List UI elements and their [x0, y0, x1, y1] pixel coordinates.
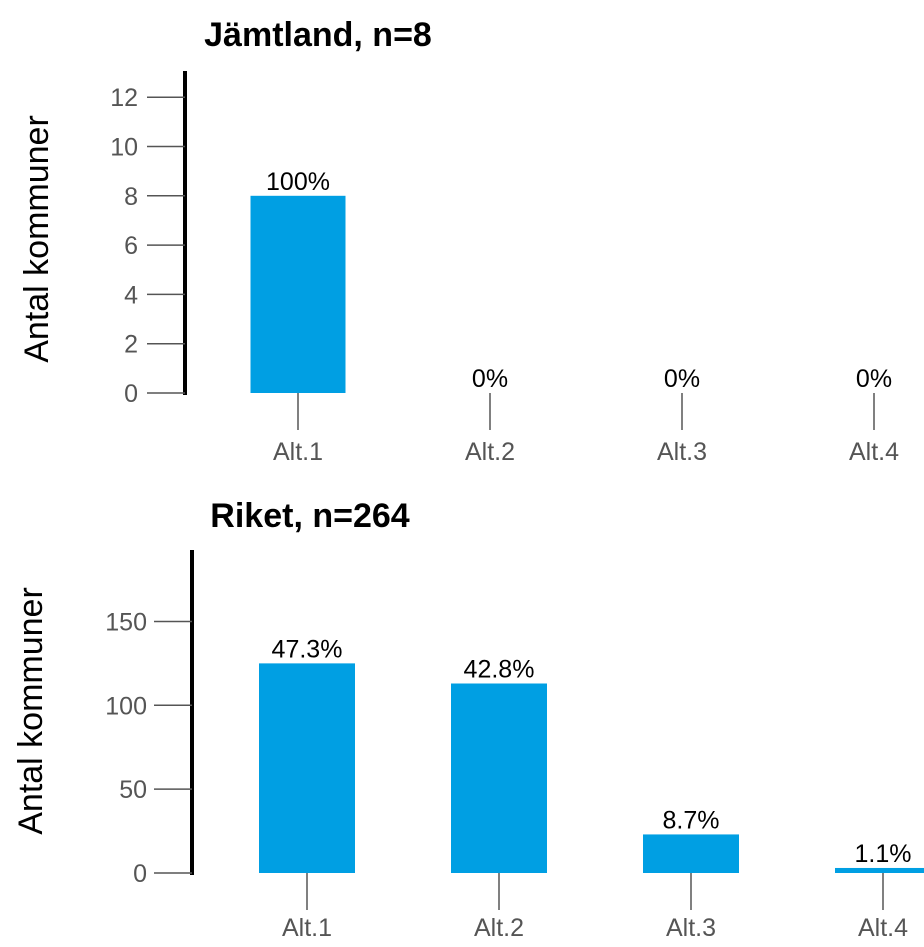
y-tick-label: 12: [110, 84, 138, 112]
y-tick-label: 6: [124, 232, 138, 260]
data-label: 1.1%: [855, 840, 912, 868]
x-tick-label: Alt.3: [666, 914, 716, 942]
bar-chart-riket: Riket, n=264 Antal kommuner 0 50 100 150 47.…: [12, 497, 924, 942]
y-tick-label: 100: [105, 692, 147, 720]
x-tick-label: Alt.1: [273, 438, 323, 466]
data-label: 100%: [266, 168, 330, 196]
bar: [643, 834, 739, 873]
x-tick-label: Alt.4: [849, 438, 899, 466]
y-tick-label: 4: [124, 281, 138, 309]
chart-panel-riket: Riket, n=264 Antal kommuner 0 50 100 150 47.…: [0, 470, 924, 947]
y-tick-label: 2: [124, 331, 138, 359]
data-label: 0%: [472, 365, 508, 393]
chart-panel-jamtland: Jämtland, n=8 Antal kommuner 0 2 4 6 8 10 12 10…: [0, 0, 924, 470]
y-tick-label: 0: [133, 860, 147, 888]
x-tick-label: Alt.4: [858, 914, 908, 942]
y-tick-label: 8: [124, 183, 138, 211]
data-label: 8.7%: [663, 806, 720, 834]
y-axis-label: Antal kommuner: [12, 587, 50, 835]
x-tick-label: Alt.2: [474, 914, 524, 942]
y-tick-label: 10: [110, 134, 138, 162]
y-tick-label: 150: [105, 608, 147, 636]
x-tick-label: Alt.3: [657, 438, 707, 466]
chart-title: Riket, n=264: [210, 497, 409, 535]
bar: [451, 683, 547, 873]
bar: [259, 663, 355, 873]
x-tick-label: Alt.1: [282, 914, 332, 942]
chart-title: Jämtland, n=8: [204, 16, 432, 54]
data-label: 42.8%: [464, 655, 535, 683]
bar-chart-jamtland: Jämtland, n=8 Antal kommuner 0 2 4 6 8 10 12 10…: [18, 16, 899, 466]
bar: [835, 867, 924, 873]
y-axis-label: Antal kommuner: [18, 115, 56, 363]
data-label: 0%: [856, 365, 892, 393]
y-tick-label: 0: [124, 380, 138, 408]
data-label: 47.3%: [272, 635, 343, 663]
x-tick-label: Alt.2: [465, 438, 515, 466]
data-label: 0%: [664, 365, 700, 393]
y-tick-label: 50: [119, 776, 147, 804]
bar: [250, 195, 346, 393]
